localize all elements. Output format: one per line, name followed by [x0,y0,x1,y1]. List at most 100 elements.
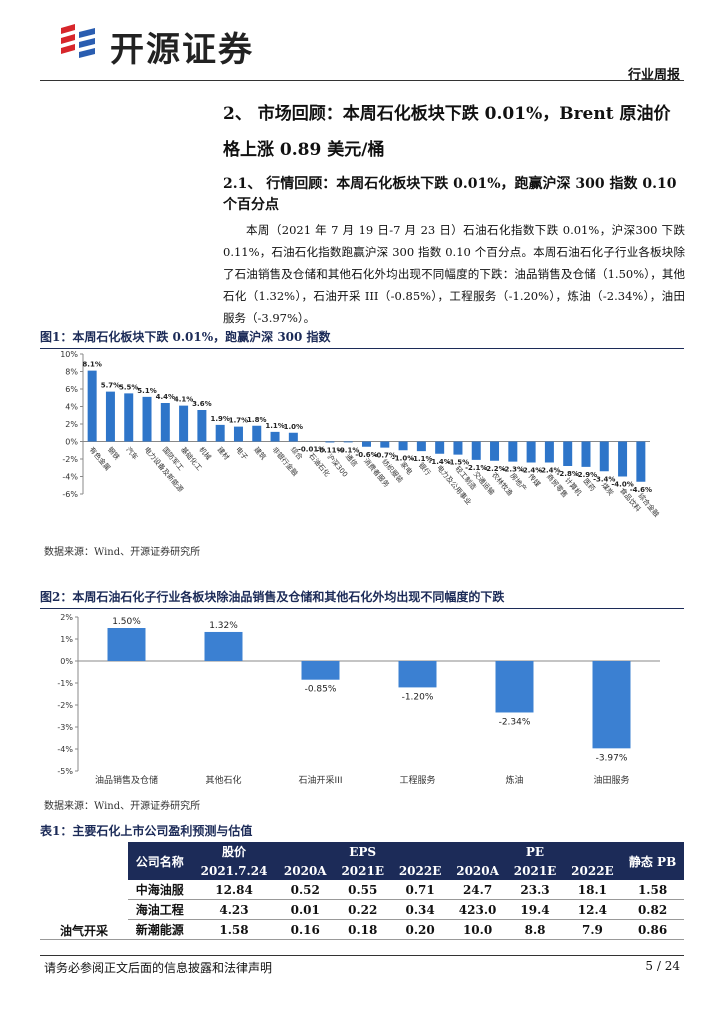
bar [599,441,609,472]
bar [301,661,340,680]
logo-icon [61,24,95,58]
chart: 2% 1% 0% -1% -2% -3% -4% -5% 1.50% 油品销售及仓储 1.32% 其他… [57,613,660,786]
data-label: 5.5% [119,383,138,391]
data-label: 8.1% [82,361,101,369]
x-tick-label: 油品销售及仓储 [95,774,158,786]
data-label: 4.4% [156,393,175,401]
th: 2020A [276,861,335,880]
table-cell: 12.4 [563,899,622,920]
bar [495,661,534,713]
bar [380,441,390,448]
bar [398,661,437,688]
table-cell: 0.86 [621,919,684,940]
bar [453,441,463,455]
group-cell: 油气开采 [40,880,128,940]
y-tick-label: -1% [57,679,73,688]
bar [142,396,152,442]
bar [105,391,115,442]
y-tick-label: -4% [57,745,73,754]
th: 2021.7.24 [191,861,277,880]
table-cell: 0.01 [276,899,335,920]
table-cell: 中海油服 [128,880,192,900]
bar [87,370,97,442]
bar [325,441,335,443]
report-type: 行业周报 [627,68,680,83]
bar [544,441,554,463]
data-label: -1.5% [447,459,469,467]
data-label: 1.1% [265,422,284,430]
bar [618,441,628,477]
table-cell: 0.71 [391,880,449,900]
table-cell: 1.58 [191,919,277,940]
table-cell: 7.9 [563,919,622,940]
th: 2022E [391,861,449,880]
x-tick-label: 炼油 [505,774,523,786]
bar [179,405,189,442]
bar [362,441,371,447]
table-cell: 0.22 [334,899,392,920]
data-label: 1.0% [284,423,303,431]
y-tick-label: -3% [57,723,73,732]
footer-rule [40,955,684,956]
bar [204,631,243,661]
data-label: -2.4% [520,467,542,475]
x-tick-label: 建材 [216,445,232,462]
table-cell: 18.1 [563,880,622,900]
page-number: 5 / 24 [645,959,680,973]
bar [416,441,426,452]
th: 2021E [506,861,564,880]
data-label: -1.4% [428,458,450,466]
paragraph: 本周（2021 年 7 月 19 日-7 月 23 日）石油石化指数下跌 0.0… [223,223,685,325]
table-cell: 海油工程 [128,899,192,920]
bar [233,426,243,442]
table-cell: 0.16 [276,919,335,940]
x-tick-label: 其他石化 [205,774,241,786]
y-tick-label: 10% [60,350,78,359]
bar [215,424,225,442]
table-cell: 8.8 [506,919,564,940]
data-label: -3.97% [596,753,628,763]
table-cell: 0.55 [334,880,392,900]
th: EPS [276,842,449,861]
table-cell: 0.52 [276,880,335,900]
table-cell: 0.34 [391,899,449,920]
data-label: 4.1% [174,396,193,404]
y-tick-label: 1% [60,635,73,644]
th: 2021E [334,861,392,880]
data-label: -0.1% [337,446,359,454]
bar [592,661,631,749]
source-note: 数据来源：Wind、开源证券研究所 [44,547,201,558]
x-tick-label: 工程服务 [399,774,435,786]
th: 静态 PB [621,842,684,880]
x-tick-label: 汽车 [124,445,140,462]
table-cell: 24.7 [448,880,507,900]
bar [343,441,353,443]
y-tick-label: 6% [65,385,78,394]
table-cell: 0.18 [334,919,392,940]
data-label: 3.6% [192,400,211,408]
figure-caption: 图2：本周石油石化子行业各板块除油品销售及仓储和其他石化外均出现不同幅度的下跌 [40,588,684,609]
table-cell: 423.0 [448,899,507,920]
bar [197,410,207,442]
data-label: 1.7% [229,417,248,425]
data-label: -2.4% [538,467,560,475]
bar [508,441,518,462]
data-label: -1.1% [410,455,432,463]
table-cell: 0.20 [391,919,449,940]
bar [160,403,170,442]
x-tick-label: 钢铁 [106,445,122,462]
section-heading: 2、 市场回顾：本周石化板块下跌 0.01%，Brent 原油价格上涨 0.89… [223,104,671,160]
bar [636,441,646,482]
data-label: 5.7% [101,382,120,390]
th: 2020A [448,861,507,880]
x-tick-label: 油田服务 [593,774,629,786]
data-label: -3.4% [593,475,615,483]
data-label: -4.6% [630,486,652,494]
x-tick-label: 石油开采III [299,774,343,786]
bar [581,441,591,467]
bar [270,431,280,442]
y-tick-label: -2% [57,701,73,710]
table-cell: 新潮能源 [128,919,192,940]
bar [471,441,481,460]
